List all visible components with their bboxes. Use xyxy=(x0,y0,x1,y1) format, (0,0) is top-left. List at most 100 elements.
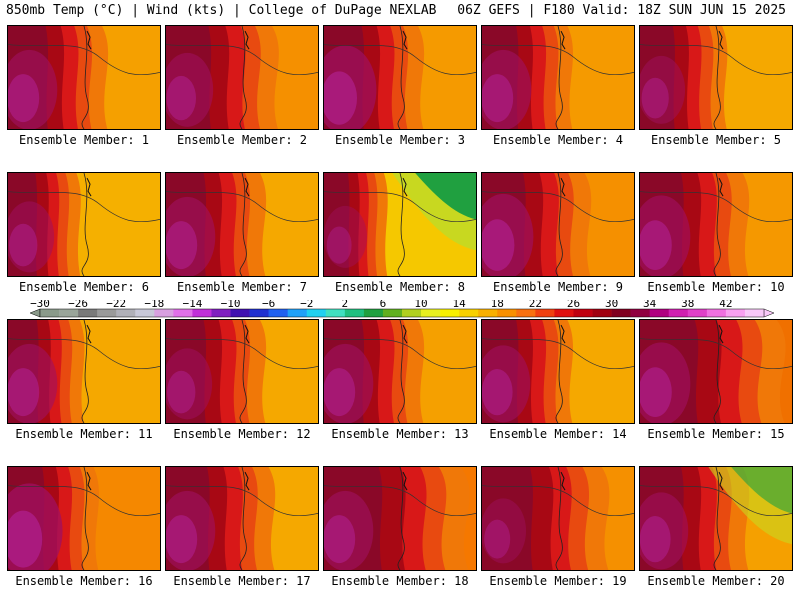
ensemble-map-panel xyxy=(165,25,319,130)
heat-core xyxy=(324,71,357,125)
border-line xyxy=(166,338,318,370)
border-line xyxy=(640,191,792,223)
ensemble-map-panel xyxy=(639,25,793,130)
temperature-field-map xyxy=(640,320,792,423)
heat-core xyxy=(8,74,40,123)
heat-core xyxy=(8,510,43,568)
lake-outline xyxy=(244,324,250,344)
coastline xyxy=(555,26,563,129)
ensemble-map-panel xyxy=(323,319,477,424)
border-line xyxy=(482,485,634,517)
ensemble-member-label: Ensemble Member: 20 xyxy=(647,574,785,588)
temperature-field-map xyxy=(8,26,160,129)
coastline xyxy=(397,26,405,129)
ensemble-member-label: Ensemble Member: 17 xyxy=(173,574,311,588)
colorbar-swatch xyxy=(478,309,498,317)
ensemble-map-panel xyxy=(323,466,477,571)
border-line xyxy=(324,338,476,370)
lake-outline xyxy=(560,471,566,491)
lake-outline xyxy=(244,177,250,197)
ensemble-member-label: Ensemble Member: 8 xyxy=(334,280,466,294)
temperature-field-map xyxy=(324,173,476,276)
coastline xyxy=(713,26,721,129)
coastline xyxy=(713,320,721,423)
coastline xyxy=(239,173,247,276)
heat-core xyxy=(482,498,527,564)
colorbar-tick-label: 10 xyxy=(414,300,427,310)
colorbar-tick-label: 42 xyxy=(719,300,732,310)
border-line xyxy=(166,191,318,223)
ensemble-member-label: Ensemble Member: 5 xyxy=(650,133,782,147)
temperature-field-map xyxy=(8,173,160,276)
colorbar-tick-label: 18 xyxy=(491,300,504,310)
colorbar-swatch xyxy=(497,309,517,317)
coastline xyxy=(397,173,405,276)
heat-core xyxy=(482,219,515,271)
border-line xyxy=(482,44,634,76)
colorbar-tick-label: −6 xyxy=(262,300,275,310)
lake-outline xyxy=(86,471,92,491)
border-line xyxy=(640,485,792,517)
ensemble-map-panel xyxy=(639,172,793,277)
heat-core xyxy=(482,74,514,123)
colorbar-swatch xyxy=(40,309,60,317)
temperature-field-map xyxy=(166,467,318,570)
lake-outline xyxy=(718,471,724,491)
colorbar-swatch xyxy=(154,309,174,317)
colorbar-swatch xyxy=(211,309,231,317)
border-line xyxy=(8,338,160,370)
coastline xyxy=(713,467,721,570)
colorbar-swatch xyxy=(611,309,631,317)
coastline xyxy=(81,173,89,276)
coastline xyxy=(713,173,721,276)
ensemble-member-label: Ensemble Member: 14 xyxy=(489,427,627,441)
lake-outline xyxy=(402,324,408,344)
lake-outline xyxy=(718,324,724,344)
ensemble-member-label: Ensemble Member: 12 xyxy=(173,427,311,441)
lake-outline xyxy=(244,471,250,491)
colorbar-tick-label: −30 xyxy=(30,300,50,310)
colorbar-tick-label: 14 xyxy=(453,300,467,310)
heat-core xyxy=(641,77,669,119)
coastline xyxy=(555,467,563,570)
colorbar-swatch xyxy=(402,309,422,317)
heat-core xyxy=(484,519,511,559)
ensemble-member-label: Ensemble Member: 3 xyxy=(334,133,466,147)
colorbar-swatch xyxy=(135,309,155,317)
colorbar-arrow-high xyxy=(763,308,774,318)
temperature-field-map xyxy=(640,467,792,570)
colorbar-swatch xyxy=(421,309,441,317)
colorbar-swatch xyxy=(97,309,117,317)
temperature-field-map xyxy=(640,26,792,129)
ensemble-map-panel xyxy=(7,25,161,130)
colorbar-swatch xyxy=(268,309,288,317)
ensemble-map-panel xyxy=(639,466,793,571)
colorbar-tick-label: −14 xyxy=(182,300,202,310)
colorbar-swatch xyxy=(325,309,346,317)
coastline xyxy=(81,320,89,423)
colorbar-swatch xyxy=(249,309,269,317)
isotherm-band xyxy=(482,467,533,570)
temperature-colorbar: −30 −26 −22 −18 −14 −10 −6 −2 2 6 10 14 18 22 26 30 34 38… xyxy=(30,300,774,318)
lake-outline xyxy=(560,324,566,344)
heat-core xyxy=(166,221,198,270)
border-line xyxy=(8,191,160,223)
colorbar-swatch xyxy=(687,309,708,317)
ensemble-map-panel xyxy=(323,172,477,277)
cool-region xyxy=(731,467,792,514)
colorbar-swatch xyxy=(573,309,593,317)
colorbar-tick-label: 22 xyxy=(529,300,542,310)
temperature-field-map xyxy=(166,173,318,276)
colorbar-tick-label: −22 xyxy=(106,300,126,310)
colorbar-swatch xyxy=(649,309,670,317)
colorbar-tick-label: −2 xyxy=(300,300,313,310)
colorbar-swatch xyxy=(230,309,250,317)
temperature-field-map xyxy=(166,320,318,423)
temperature-field-map xyxy=(482,173,634,276)
ensemble-map-panel xyxy=(7,466,161,571)
coastline xyxy=(239,467,247,570)
colorbar-swatch xyxy=(382,309,403,317)
border-line xyxy=(482,191,634,223)
lake-outline xyxy=(718,30,724,50)
coastline xyxy=(239,26,247,129)
